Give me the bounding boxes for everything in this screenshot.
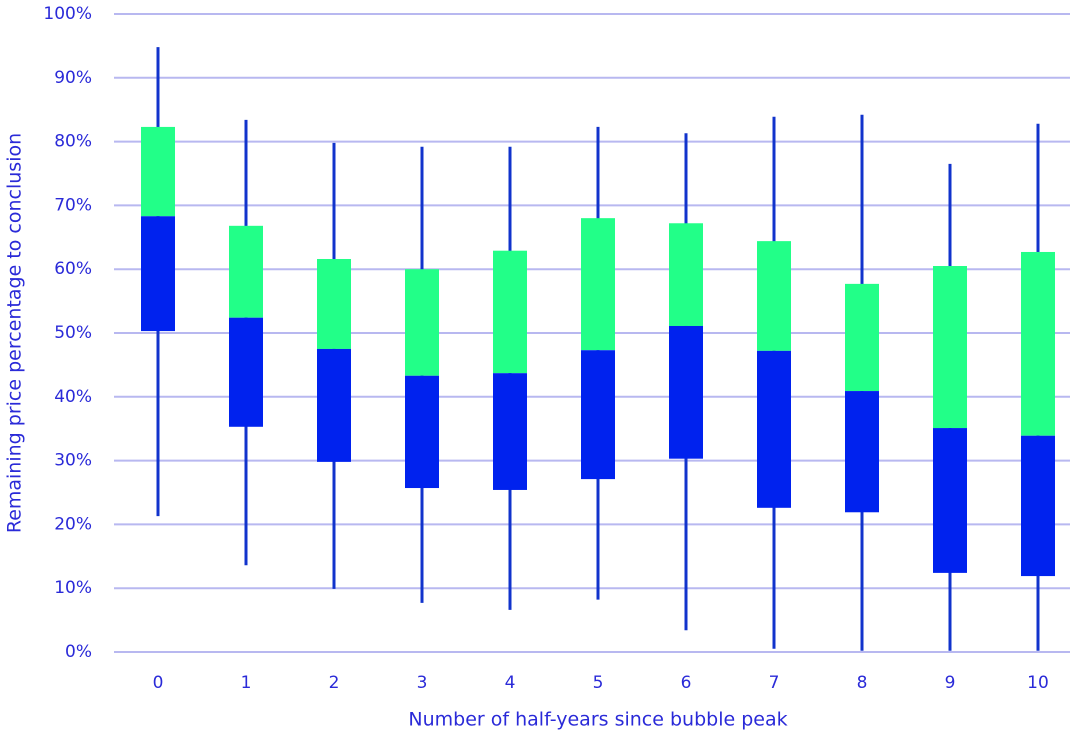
- box-lower: [581, 350, 615, 480]
- box-lower: [669, 325, 703, 459]
- y-axis-label: Remaining price percentage to conclusion: [4, 133, 26, 533]
- x-axis-label: Number of half-years since bubble peak: [408, 709, 787, 731]
- y-tick-label: 30%: [54, 451, 92, 471]
- box-upper: [141, 126, 175, 217]
- box-lower: [1021, 435, 1055, 577]
- box-upper: [669, 223, 703, 326]
- box-upper: [933, 266, 967, 429]
- box-lower: [141, 216, 175, 332]
- box-lower: [757, 350, 791, 508]
- box-upper: [493, 250, 527, 374]
- box-upper: [845, 283, 879, 392]
- box-lower: [493, 373, 527, 490]
- x-tick-label: 8: [857, 673, 868, 693]
- x-tick-label: 0: [153, 673, 164, 693]
- y-tick-label: 60%: [54, 259, 92, 279]
- y-tick-label: 10%: [54, 578, 92, 598]
- x-tick-label: 1: [241, 673, 252, 693]
- box-upper: [405, 269, 439, 376]
- y-tick-label: 50%: [54, 323, 92, 343]
- y-tick-label: 20%: [54, 514, 92, 534]
- box-lower: [229, 317, 263, 427]
- y-tick-label: 70%: [54, 195, 92, 215]
- x-tick-label: 9: [945, 673, 956, 693]
- box-lower: [933, 428, 967, 573]
- y-tick-label: 90%: [54, 68, 92, 88]
- x-tick-label: 10: [1027, 673, 1049, 693]
- y-tick-label: 40%: [54, 387, 92, 407]
- box-upper: [757, 241, 791, 351]
- x-tick-label: 3: [417, 673, 428, 693]
- x-tick-label: 5: [593, 673, 604, 693]
- y-tick-label: 100%: [43, 4, 92, 24]
- box-upper: [317, 258, 351, 349]
- box-upper: [581, 218, 615, 351]
- box-lower: [845, 391, 879, 513]
- x-tick-label: 7: [769, 673, 780, 693]
- box-lower: [405, 375, 439, 489]
- box-lower: [317, 348, 351, 462]
- x-tick-label: 4: [505, 673, 516, 693]
- x-tick-label: 6: [681, 673, 692, 693]
- box-upper: [1021, 251, 1055, 436]
- x-tick-label: 2: [329, 673, 340, 693]
- y-tick-label: 0%: [65, 642, 92, 662]
- box-upper: [229, 225, 263, 318]
- y-tick-label: 80%: [54, 132, 92, 152]
